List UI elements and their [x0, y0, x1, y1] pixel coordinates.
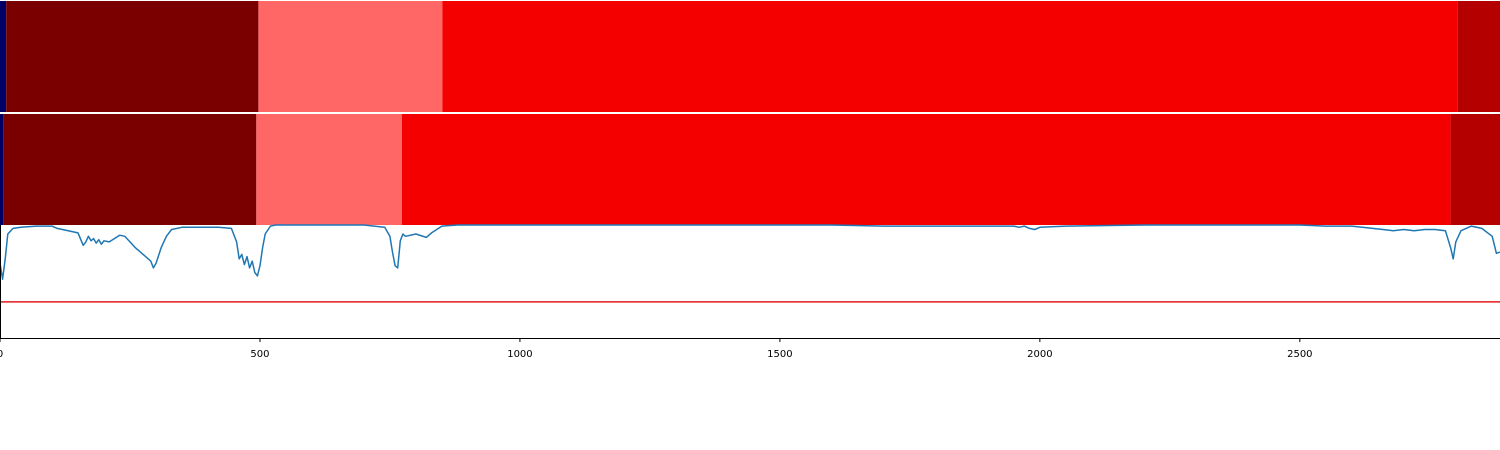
- heatmap-segment: [442, 1, 1458, 112]
- x-tick-label: 2000: [1027, 349, 1052, 360]
- signal-panel: 0 500 1000 1500 2000 2500: [0, 224, 1500, 360]
- heatmap-segment: [256, 114, 402, 225]
- heatmap-segment: [1450, 114, 1500, 225]
- heatmap-track-2: [0, 114, 1500, 225]
- heatmap-segment: [401, 114, 1451, 225]
- heatmap-segment: [0, 114, 4, 225]
- heatmap-track-1: [0, 1, 1500, 112]
- x-tick-label: 1000: [507, 349, 532, 360]
- signal-series-line: [0, 224, 1500, 280]
- heatmap-segment: [1457, 1, 1500, 112]
- x-tick-label: 1500: [767, 349, 792, 360]
- heatmap-segment: [6, 1, 259, 112]
- x-tick-label: 500: [250, 349, 269, 360]
- x-axis-ticks: 0 500 1000 1500 2000 2500: [0, 338, 1313, 360]
- heatmap-segment: [3, 114, 257, 225]
- x-tick-label: 0: [0, 349, 3, 360]
- heatmap-segment: [0, 1, 7, 112]
- signal-plot-area: [0, 225, 1500, 338]
- x-tick-label: 2500: [1287, 349, 1312, 360]
- heatmap-segment: [258, 1, 443, 112]
